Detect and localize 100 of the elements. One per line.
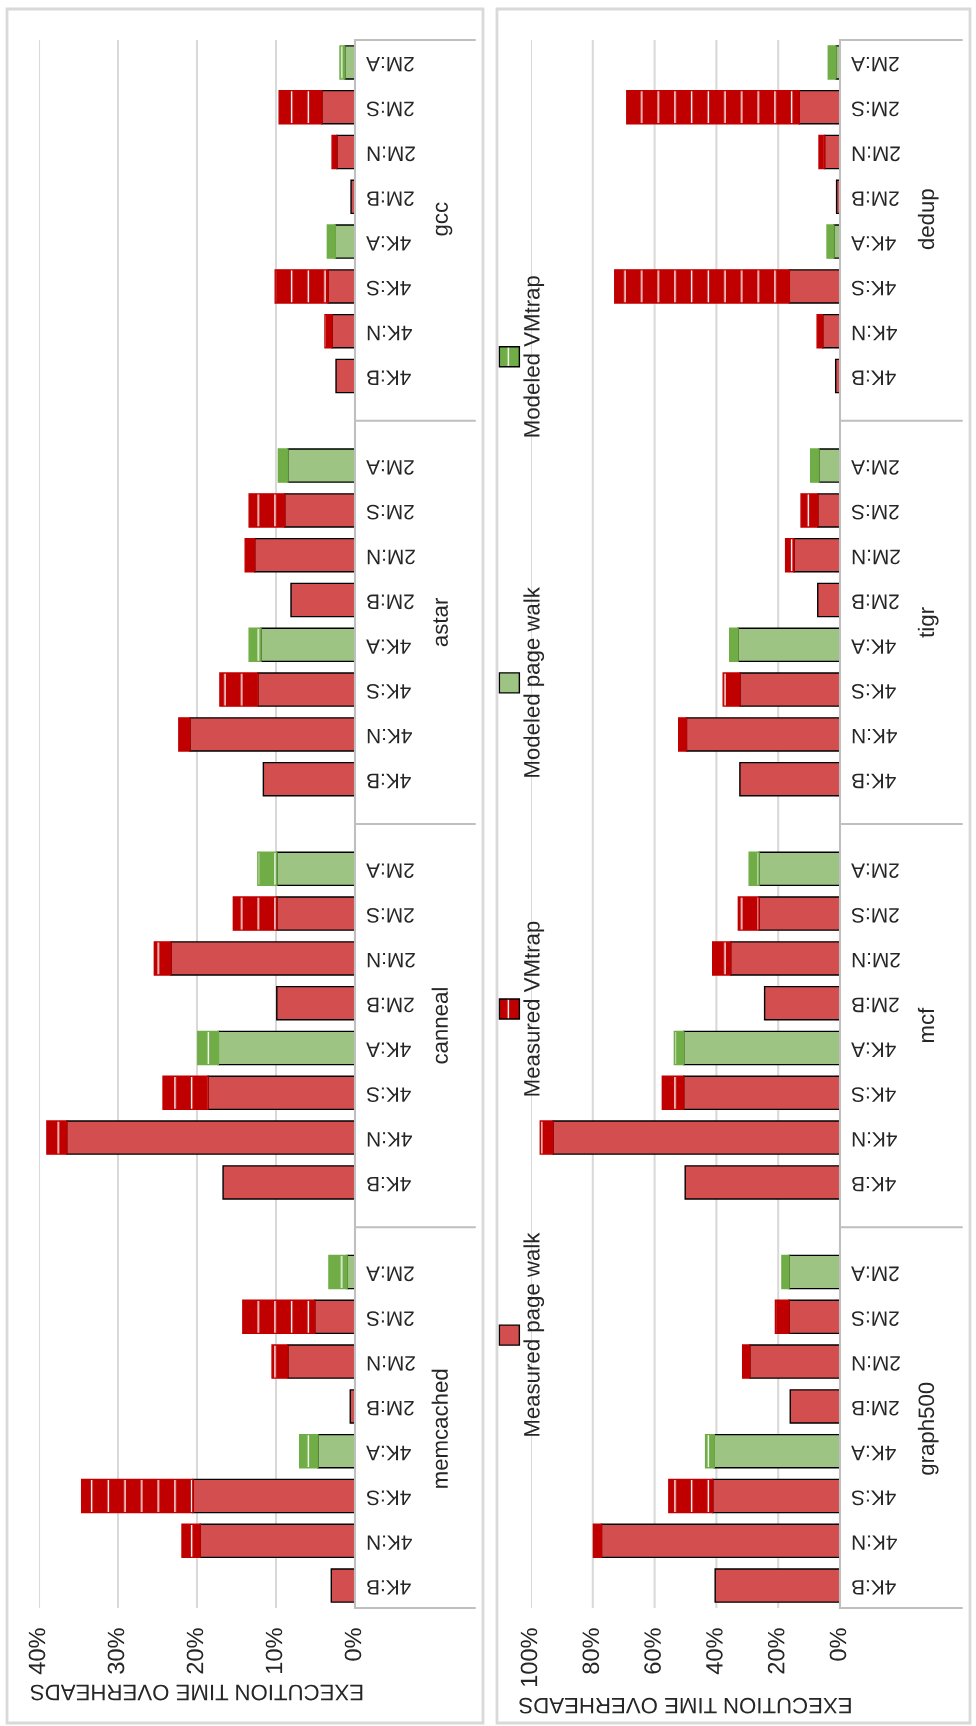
- bar: [684, 1165, 840, 1200]
- y-tick-label: 2M:B: [367, 1401, 414, 1416]
- bar: [253, 537, 355, 573]
- x-axis-title: EXECUTION TIME OVERHEADS: [30, 1684, 363, 1701]
- bar: [153, 941, 172, 976]
- bar: [711, 1478, 840, 1514]
- text: dedup: [917, 189, 939, 250]
- bar: [682, 1075, 840, 1111]
- bar: [781, 1254, 790, 1290]
- y-tick-label: 2M:N: [367, 146, 415, 162]
- x-tick-label: 0%: [829, 1628, 847, 1661]
- y-tick-label: 4K:A: [851, 639, 896, 654]
- text: astar: [433, 598, 448, 647]
- bar: [704, 1433, 715, 1469]
- y-tick-label: 4K:S: [852, 684, 896, 699]
- bar: [277, 448, 289, 483]
- bar: [321, 89, 355, 125]
- bar: [673, 1030, 685, 1066]
- bar: [784, 537, 795, 573]
- y-tick-label: 2M:A: [851, 1266, 899, 1282]
- y-tick-label: 2M:A: [366, 460, 414, 475]
- y-tick-label: 4K:B: [852, 1177, 896, 1192]
- y-tick-label: 4K:S: [852, 280, 896, 296]
- y-tick-label: 2M:A: [851, 863, 899, 878]
- bar: [552, 1120, 840, 1155]
- y-tick-label: 4K:B: [852, 370, 896, 385]
- bar: [222, 1165, 355, 1200]
- text: mcf: [917, 1007, 935, 1043]
- y-tick-label: 2M:N: [852, 953, 900, 968]
- x-tick-label: 100%: [520, 1628, 538, 1687]
- bar: [818, 134, 826, 170]
- y-tick-label: 4K:N: [367, 729, 412, 744]
- y-tick-label: 2M:S: [852, 1311, 899, 1326]
- bar: [242, 1299, 316, 1335]
- bar: [162, 1075, 209, 1111]
- bar: [170, 941, 355, 976]
- bar: [614, 269, 791, 304]
- y-tick-label: 2M:B: [852, 1401, 899, 1416]
- bar: [327, 269, 355, 304]
- bar: [283, 493, 355, 528]
- y-tick-label: 2M:B: [367, 997, 414, 1013]
- bar: [817, 493, 840, 528]
- bar: [626, 89, 800, 125]
- bar: [682, 1030, 840, 1066]
- y-tick-label: 2M:S: [852, 908, 899, 923]
- bar: [178, 717, 191, 752]
- bar: [248, 627, 262, 663]
- bar: [262, 761, 355, 797]
- bar: [331, 134, 338, 170]
- bar: [197, 1030, 220, 1066]
- bar: [317, 1433, 355, 1469]
- y-tick-label: 4K:N: [367, 1132, 412, 1147]
- y-tick-label: 2M:B: [367, 191, 414, 206]
- caption: graph500: [917, 1382, 939, 1475]
- bar: [798, 89, 840, 125]
- bar: [749, 1344, 840, 1379]
- bar: [817, 582, 840, 618]
- bar: [758, 896, 840, 931]
- x-tick-label: 60%: [644, 1628, 661, 1674]
- bar: [748, 851, 760, 887]
- x-tick-label: 0%: [344, 1628, 362, 1661]
- bar: [276, 851, 355, 887]
- bar: [260, 627, 355, 663]
- y-tick-label: 2M:N: [367, 1356, 415, 1371]
- bar: [276, 896, 355, 931]
- x-tick-label: 20%: [186, 1628, 204, 1674]
- bar: [826, 224, 835, 259]
- y-tick-label: 4K:N: [367, 1535, 412, 1550]
- bar: [788, 269, 840, 304]
- bar: [192, 1478, 355, 1514]
- bar: [278, 89, 323, 125]
- y-tick-label: 2M:A: [366, 57, 414, 72]
- y-tick-label: 4K:S: [367, 684, 411, 699]
- bar: [335, 358, 355, 394]
- y-tick-label: 4K:S: [852, 1087, 896, 1102]
- x-axis-title: EXECUTION TIME OVERHEADS: [519, 1697, 851, 1714]
- bar: [181, 1523, 201, 1559]
- bar: [788, 1254, 840, 1290]
- bar: [737, 896, 760, 931]
- bar: [219, 672, 259, 707]
- bar: [324, 313, 333, 349]
- bar: [758, 851, 840, 887]
- bar: [728, 627, 739, 663]
- y-tick-label: 4K:B: [367, 773, 411, 789]
- bar: [339, 45, 346, 80]
- bar: [788, 1299, 840, 1335]
- legend-label: Measured page walk: [523, 1232, 545, 1436]
- y-tick-label: 4K:N: [852, 729, 897, 744]
- y-tick-label: 4K:B: [367, 370, 411, 385]
- y-tick-label: 4K:S: [367, 1490, 411, 1506]
- y-tick-label: 4K:A: [366, 1042, 411, 1057]
- y-tick-label: 4K:S: [367, 1087, 411, 1102]
- y-tick-label: 4K:A: [366, 236, 411, 251]
- y-tick-label: 2M:N: [367, 953, 415, 968]
- y-tick-label: 4K:N: [852, 1132, 897, 1147]
- bar: [722, 672, 741, 707]
- bar: [661, 1075, 685, 1111]
- bar: [729, 941, 840, 976]
- bar: [592, 1523, 603, 1559]
- bar: [600, 1523, 840, 1559]
